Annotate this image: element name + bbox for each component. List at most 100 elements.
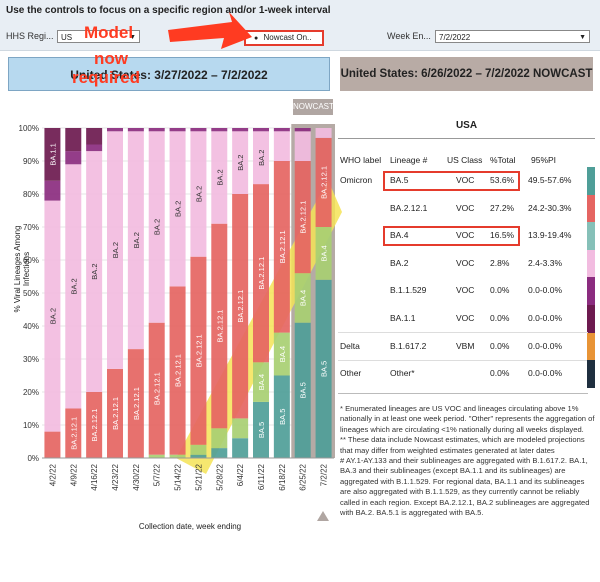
bar-segment[interactable] bbox=[44, 200, 61, 432]
bar-segment[interactable] bbox=[294, 322, 311, 458]
bar-segment[interactable] bbox=[86, 144, 103, 152]
bar-segment[interactable] bbox=[315, 128, 332, 138]
bar-segment[interactable] bbox=[190, 256, 207, 445]
bar-segment[interactable] bbox=[294, 161, 311, 274]
bar-stack: BA.2.12.1 BA.2 bbox=[232, 128, 249, 458]
bar-segment[interactable] bbox=[65, 151, 82, 165]
x-tick-label: 4/2/22 bbox=[48, 463, 57, 486]
bar-segment[interactable] bbox=[232, 418, 249, 439]
bar-segment[interactable] bbox=[169, 128, 186, 132]
week-ending-select[interactable]: 7/2/2022 ▼ bbox=[435, 30, 590, 43]
bar-segment[interactable] bbox=[273, 128, 290, 132]
y-tick-label: 50% bbox=[23, 289, 39, 298]
bar-segment[interactable] bbox=[107, 128, 123, 132]
bar-segment-label: BA.4 bbox=[257, 374, 266, 390]
bar-segment[interactable] bbox=[127, 349, 144, 458]
bar-segment[interactable] bbox=[169, 454, 186, 458]
bar-segment-label: BA.2 bbox=[194, 186, 203, 202]
bar-segment[interactable] bbox=[169, 286, 186, 455]
nowcast-option[interactable]: ● Nowcast On.. bbox=[244, 30, 324, 46]
callout-line3: required bbox=[72, 68, 141, 87]
hhs-region-select[interactable]: US ▼ bbox=[57, 30, 140, 43]
bar-segment[interactable] bbox=[148, 322, 165, 455]
percent-total-cell: 0.0% bbox=[490, 313, 510, 323]
bar-segment[interactable] bbox=[211, 131, 228, 224]
bar-segment[interactable] bbox=[273, 332, 290, 376]
bar-stack: BA.2.12.1 BA.2 bbox=[127, 128, 144, 458]
bar-segment[interactable] bbox=[211, 223, 228, 429]
bar-segment[interactable] bbox=[253, 131, 269, 185]
bar-segment-label: BA.5 bbox=[320, 361, 329, 377]
controls-title: Use the controls to focus on a specific … bbox=[6, 5, 331, 16]
bar-segment[interactable] bbox=[294, 131, 311, 161]
us-class-cell: VOC bbox=[456, 202, 475, 213]
bar-segment[interactable] bbox=[211, 428, 228, 449]
bar-segment[interactable] bbox=[190, 128, 207, 132]
banner-nowcast-range: United States: 6/26/2022 – 7/2/2022 NOWC… bbox=[340, 57, 593, 91]
row-separator bbox=[338, 332, 588, 333]
bar-segment[interactable] bbox=[232, 128, 249, 132]
bar-segment[interactable] bbox=[273, 161, 290, 333]
bar-segment[interactable] bbox=[86, 128, 103, 145]
bar-segment[interactable] bbox=[211, 448, 228, 458]
x-tick-label: 4/16/22 bbox=[90, 463, 99, 490]
us-class-cell: VOC bbox=[456, 175, 475, 185]
bar-segment[interactable] bbox=[107, 368, 123, 458]
triangle-marker-icon[interactable] bbox=[317, 511, 329, 521]
y-tick-label: 60% bbox=[23, 256, 39, 265]
x-tick-label: 5/7/22 bbox=[153, 463, 162, 486]
bar-segment[interactable] bbox=[148, 454, 165, 458]
bar-segment[interactable] bbox=[65, 408, 82, 459]
bar-segment[interactable] bbox=[127, 128, 144, 132]
bar-segment[interactable] bbox=[315, 279, 332, 458]
x-tick-label: 5/21/22 bbox=[194, 463, 203, 490]
lineage-cell: BA.2.12.1 bbox=[390, 202, 428, 213]
bar-segment[interactable] bbox=[190, 454, 207, 458]
bar-segment[interactable] bbox=[294, 128, 311, 132]
x-tick-label: 7/2/22 bbox=[320, 463, 329, 486]
bar-segment[interactable] bbox=[315, 137, 332, 227]
bar-segment[interactable] bbox=[65, 128, 82, 152]
bar-segment[interactable] bbox=[107, 131, 123, 369]
bar-segment[interactable] bbox=[253, 128, 269, 132]
bar-segment[interactable] bbox=[253, 362, 269, 402]
bar-segment[interactable] bbox=[86, 392, 103, 458]
who-label-cell: Other bbox=[340, 368, 362, 379]
bar-segment[interactable] bbox=[253, 401, 269, 458]
bar-segment[interactable] bbox=[232, 131, 249, 194]
y-tick-label: 40% bbox=[23, 322, 39, 331]
bar-segment[interactable] bbox=[315, 227, 332, 280]
bar-segment[interactable] bbox=[44, 431, 61, 458]
bar-segment[interactable] bbox=[86, 151, 103, 392]
bar-segment[interactable] bbox=[211, 128, 228, 132]
bar-segment[interactable] bbox=[169, 131, 186, 287]
bar-segment[interactable] bbox=[148, 131, 165, 323]
bar-segment-label: BA.2 bbox=[132, 232, 141, 248]
lineage-color-swatch bbox=[587, 167, 595, 195]
bar-segment[interactable] bbox=[148, 128, 165, 132]
lineage-color-swatch bbox=[587, 305, 595, 333]
bar-segment[interactable] bbox=[273, 131, 290, 161]
bar-stack: BA.5 BA.4 BA.2.12.1 BA.2 bbox=[253, 128, 269, 458]
bar-segment[interactable] bbox=[232, 194, 249, 419]
bar-segment[interactable] bbox=[190, 444, 207, 455]
callout-line1: Model bbox=[84, 23, 134, 42]
table-region-header: USA bbox=[338, 120, 595, 139]
bar-segment[interactable] bbox=[65, 164, 82, 409]
x-axis-label: Collection date, week ending bbox=[138, 522, 242, 531]
bar-segment[interactable] bbox=[190, 131, 207, 257]
bar-segment-label: BA.5 bbox=[257, 422, 266, 438]
us-class-cell: VOC bbox=[456, 285, 475, 296]
bar-segment[interactable] bbox=[232, 438, 249, 458]
bar-segment[interactable] bbox=[44, 128, 61, 181]
bar-segment[interactable] bbox=[44, 180, 61, 201]
bar-segment-label: BA.5 bbox=[299, 382, 308, 398]
bar-segment[interactable] bbox=[294, 273, 311, 323]
who-label-cell: Omicron bbox=[340, 175, 373, 185]
lineage-cell: B.1.1.529 bbox=[390, 285, 427, 296]
bar-segment[interactable] bbox=[253, 184, 269, 363]
bar-segment[interactable] bbox=[127, 131, 144, 350]
bar-segment-label: BA.4 bbox=[299, 290, 308, 306]
nowcast-option-label: Nowcast On.. bbox=[263, 33, 312, 42]
bar-segment[interactable] bbox=[273, 375, 290, 459]
